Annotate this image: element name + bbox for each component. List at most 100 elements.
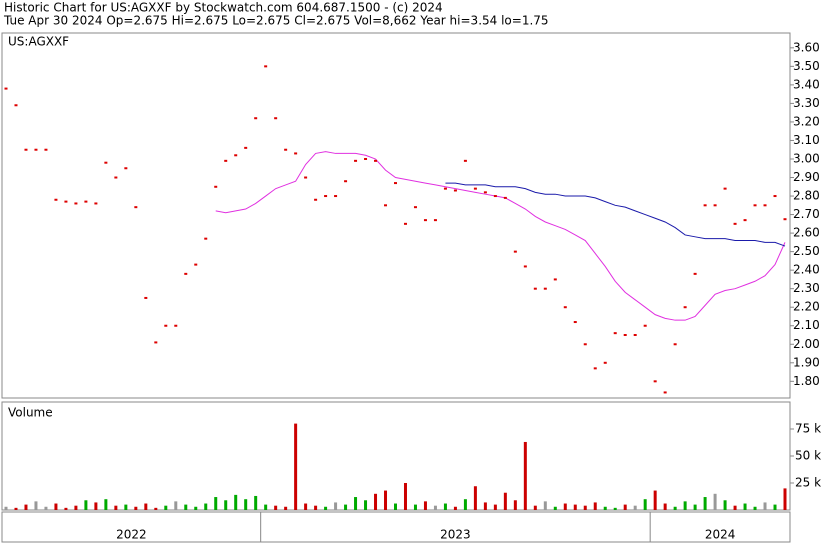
price-mark bbox=[473, 187, 477, 190]
price-mark bbox=[134, 206, 138, 209]
price-mark bbox=[533, 287, 537, 290]
volume-bar bbox=[773, 504, 777, 510]
volume-bar bbox=[214, 497, 218, 510]
price-mark bbox=[264, 65, 268, 68]
volume-bar bbox=[413, 504, 417, 510]
volume-bar bbox=[314, 505, 318, 510]
volume-bar bbox=[64, 507, 68, 510]
price-mark bbox=[214, 185, 218, 188]
volume-bar bbox=[244, 499, 248, 510]
price-mark bbox=[154, 341, 158, 344]
y-tick-label: 3.50 bbox=[793, 59, 820, 73]
price-mark bbox=[104, 161, 108, 164]
volume-bar bbox=[164, 505, 168, 510]
price-mark bbox=[384, 204, 388, 207]
price-mark bbox=[284, 148, 288, 151]
price-mark bbox=[693, 272, 697, 275]
price-mark bbox=[44, 148, 48, 151]
volume-bar bbox=[394, 503, 397, 510]
y-tick-label: 2.00 bbox=[793, 337, 820, 351]
volume-bar bbox=[453, 506, 457, 510]
price-mark bbox=[423, 219, 427, 222]
volume-bar bbox=[84, 500, 88, 510]
price-mark bbox=[124, 167, 128, 170]
price-mark bbox=[184, 272, 188, 275]
price-mark bbox=[443, 187, 447, 190]
price-mark bbox=[563, 306, 567, 309]
price-mark bbox=[374, 159, 378, 162]
price-mark bbox=[453, 189, 457, 192]
y-tick-label: 2.80 bbox=[793, 189, 820, 203]
price-mark bbox=[643, 324, 647, 327]
y2-tick-label: 25 k bbox=[795, 476, 821, 490]
volume-bar bbox=[723, 500, 727, 510]
volume-bar bbox=[633, 505, 637, 510]
volume-bar bbox=[284, 506, 288, 510]
volume-bar bbox=[304, 503, 308, 510]
price-mark bbox=[234, 154, 238, 157]
price-mark bbox=[324, 195, 328, 198]
chart-title: Historic Chart for US:AGXXF by Stockwatc… bbox=[4, 1, 443, 15]
price-mark bbox=[483, 191, 487, 194]
volume-bar bbox=[733, 505, 737, 510]
price-mark bbox=[54, 198, 58, 201]
volume-bar bbox=[643, 499, 647, 510]
price-mark bbox=[224, 159, 228, 162]
price-mark bbox=[743, 219, 747, 222]
year-label: 2022 bbox=[116, 528, 147, 542]
volume-bar bbox=[264, 504, 268, 510]
volume-bar bbox=[114, 505, 118, 510]
year-band bbox=[1, 511, 791, 543]
volume-bar bbox=[94, 502, 98, 510]
price-mark bbox=[783, 218, 787, 221]
volume-bar bbox=[4, 506, 8, 510]
volume-bar bbox=[104, 499, 108, 510]
price-mark bbox=[493, 195, 497, 198]
volume-bar bbox=[683, 501, 687, 510]
price-mark bbox=[24, 148, 28, 151]
y-tick-label: 2.50 bbox=[793, 244, 820, 258]
volume-bar bbox=[663, 503, 667, 510]
price-mark bbox=[413, 206, 417, 209]
volume-bar bbox=[184, 504, 188, 510]
moving-average-line bbox=[445, 182, 786, 247]
moving-average-line bbox=[215, 151, 786, 321]
price-mark bbox=[403, 222, 407, 225]
volume-bar bbox=[34, 501, 38, 510]
price-mark bbox=[144, 296, 148, 299]
y-tick-label: 2.20 bbox=[793, 300, 820, 314]
price-mark bbox=[613, 332, 617, 335]
price-mark bbox=[653, 380, 657, 383]
volume-bar bbox=[74, 505, 78, 510]
price-mark bbox=[204, 237, 208, 240]
volume-bar bbox=[443, 503, 447, 510]
volume-bar bbox=[354, 497, 358, 510]
volume-bar bbox=[403, 483, 407, 510]
y-tick-label: 2.10 bbox=[793, 318, 820, 332]
volume-bar bbox=[593, 502, 597, 510]
price-mark bbox=[64, 200, 68, 203]
volume-bar bbox=[713, 493, 717, 510]
y-tick-label: 3.10 bbox=[793, 133, 820, 147]
volume-bar bbox=[693, 504, 697, 510]
volume-bar bbox=[384, 490, 388, 510]
price-mark bbox=[583, 343, 587, 346]
price-mark bbox=[334, 195, 338, 198]
volume-label: Volume bbox=[8, 406, 53, 420]
volume-bar bbox=[603, 506, 607, 510]
price-mark bbox=[733, 222, 737, 225]
price-mark bbox=[354, 159, 358, 162]
volume-bar bbox=[623, 504, 627, 510]
chart-subtitle: Tue Apr 30 2024 Op=2.675 Hi=2.675 Lo=2.6… bbox=[3, 14, 549, 28]
y-tick-label: 3.30 bbox=[793, 96, 820, 110]
price-mark bbox=[294, 152, 298, 155]
price-mark bbox=[593, 367, 597, 370]
volume-bar bbox=[254, 495, 258, 510]
volume-bar bbox=[234, 494, 238, 510]
volume-bar bbox=[124, 504, 128, 510]
volume-bar bbox=[673, 506, 677, 510]
price-mark bbox=[34, 148, 38, 151]
price-mark bbox=[623, 334, 627, 337]
price-mark bbox=[463, 159, 467, 162]
